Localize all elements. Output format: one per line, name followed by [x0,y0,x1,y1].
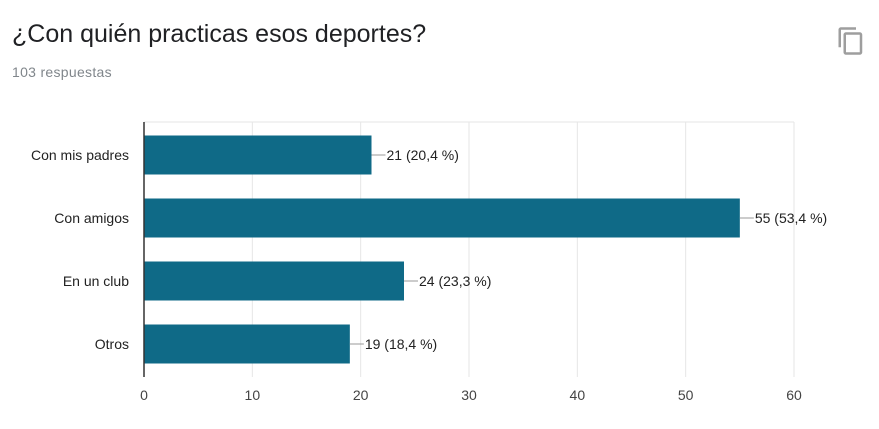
x-tick-label: 50 [678,387,694,403]
bar [144,135,372,175]
value-label: 55 (53,4 %) [755,210,827,226]
x-tick-label: 20 [353,387,369,403]
value-label: 19 (18,4 %) [365,336,437,352]
x-tick-label: 40 [570,387,586,403]
x-tick-label: 0 [140,387,148,403]
x-tick-label: 10 [245,387,261,403]
category-label: Con mis padres [31,147,129,163]
x-tick-label: 30 [461,387,477,403]
category-label: En un club [63,273,129,289]
copy-icon[interactable] [836,26,866,56]
bar [144,198,740,238]
bar [144,261,404,301]
category-label: Con amigos [54,210,129,226]
bar [144,324,350,364]
question-title: ¿Con quién practicas esos deportes? [12,20,427,48]
value-label: 21 (20,4 %) [387,147,459,163]
x-tick-label: 60 [786,387,802,403]
response-count: 103 respuestas [12,64,112,80]
category-label: Otros [95,336,129,352]
value-label: 24 (23,3 %) [419,273,491,289]
